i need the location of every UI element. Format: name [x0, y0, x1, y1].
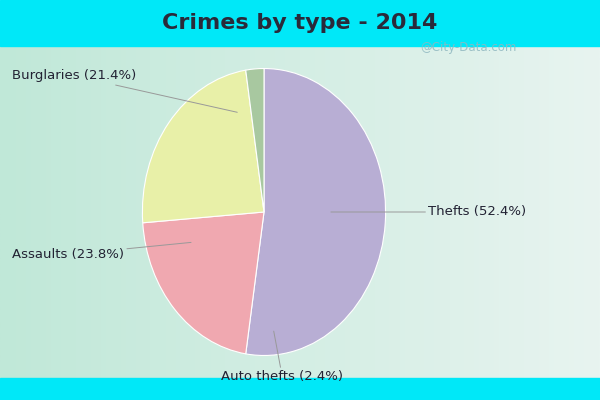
Bar — [0, 378, 600, 400]
Wedge shape — [142, 70, 264, 223]
Text: Assaults (23.8%): Assaults (23.8%) — [12, 242, 191, 261]
Text: Thefts (52.4%): Thefts (52.4%) — [331, 206, 526, 218]
Wedge shape — [143, 212, 264, 354]
Text: Auto thefts (2.4%): Auto thefts (2.4%) — [221, 331, 343, 383]
Text: Burglaries (21.4%): Burglaries (21.4%) — [12, 69, 237, 112]
Bar — [0, 0, 600, 46]
Wedge shape — [246, 68, 386, 356]
Wedge shape — [246, 68, 264, 212]
Text: @City-Data.com: @City-Data.com — [420, 42, 516, 54]
Text: Crimes by type - 2014: Crimes by type - 2014 — [163, 13, 437, 33]
